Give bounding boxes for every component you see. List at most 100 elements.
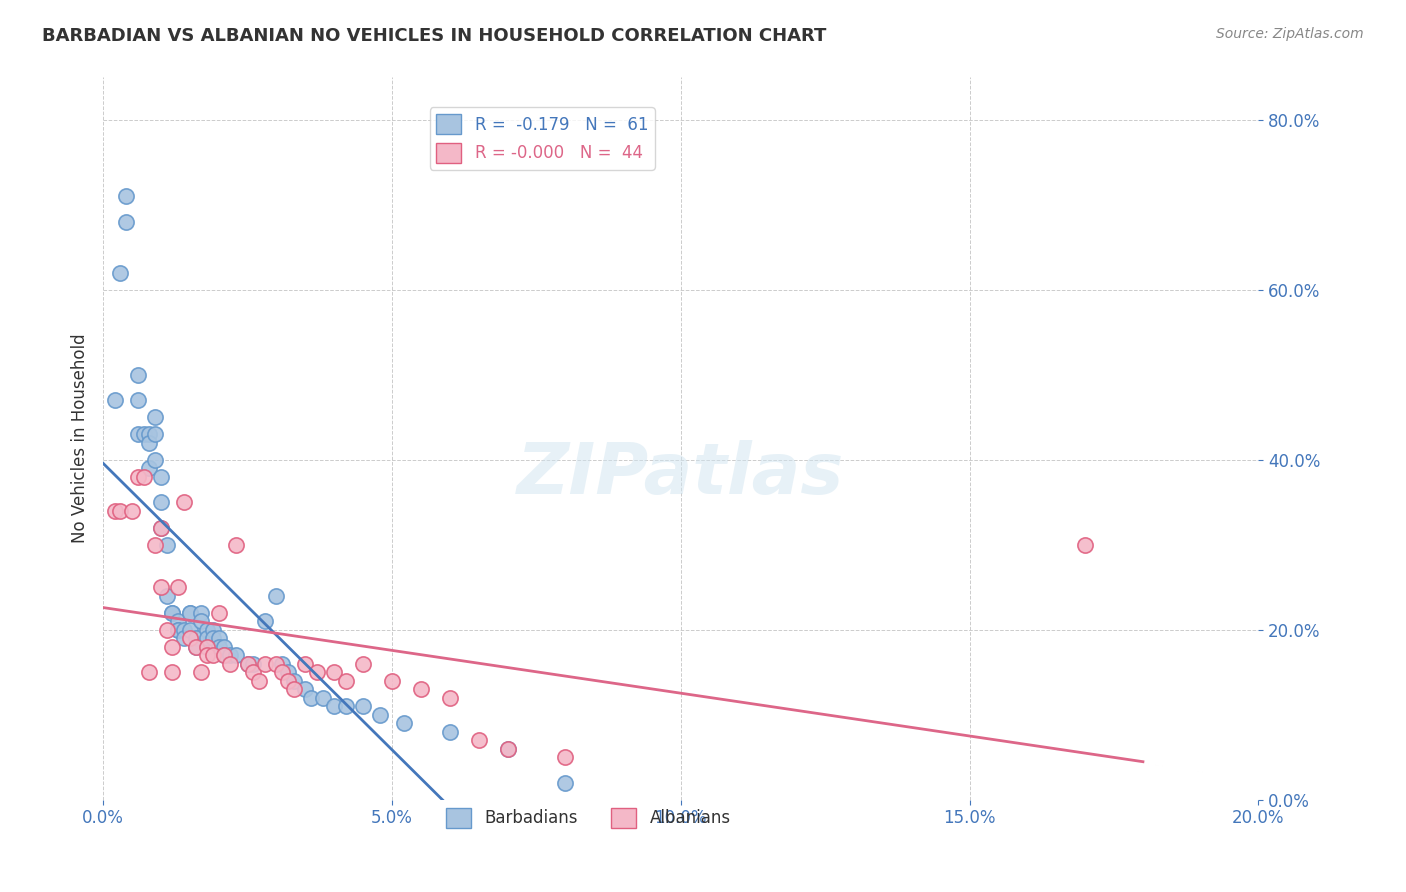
Barbadians: [214, 640, 236, 654]
Albanians: [173, 495, 195, 509]
Y-axis label: No Vehicles in Household: No Vehicles in Household: [72, 334, 89, 543]
Albanians: [277, 673, 299, 688]
Albanians: [381, 673, 404, 688]
Barbadians: [208, 640, 231, 654]
Albanians: [467, 733, 489, 747]
Barbadians: [173, 631, 195, 645]
Barbadians: [392, 716, 415, 731]
Albanians: [496, 741, 519, 756]
Barbadians: [214, 648, 236, 662]
Albanians: [149, 580, 172, 594]
Barbadians: [127, 427, 149, 442]
Barbadians: [104, 393, 127, 408]
Albanians: [127, 469, 149, 483]
Albanians: [266, 657, 288, 671]
Albanians: [149, 521, 172, 535]
Albanians: [143, 538, 166, 552]
Albanians: [335, 673, 357, 688]
Barbadians: [352, 699, 374, 714]
Barbadians: [195, 631, 218, 645]
Albanians: [236, 657, 259, 671]
Albanians: [409, 682, 432, 697]
Albanians: [167, 580, 190, 594]
Barbadians: [173, 623, 195, 637]
Legend: Barbadians, Albanians: Barbadians, Albanians: [440, 801, 737, 835]
Barbadians: [253, 614, 276, 628]
Barbadians: [277, 665, 299, 679]
Albanians: [1074, 538, 1097, 552]
Barbadians: [179, 606, 201, 620]
Barbadians: [132, 427, 155, 442]
Text: BARBADIAN VS ALBANIAN NO VEHICLES IN HOUSEHOLD CORRELATION CHART: BARBADIAN VS ALBANIAN NO VEHICLES IN HOU…: [42, 27, 827, 45]
Barbadians: [294, 682, 316, 697]
Barbadians: [167, 623, 190, 637]
Barbadians: [219, 648, 242, 662]
Barbadians: [266, 589, 288, 603]
Barbadians: [496, 741, 519, 756]
Albanians: [242, 665, 264, 679]
Barbadians: [554, 775, 576, 789]
Barbadians: [162, 606, 184, 620]
Barbadians: [127, 368, 149, 382]
Albanians: [219, 657, 242, 671]
Barbadians: [110, 266, 132, 280]
Barbadians: [236, 657, 259, 671]
Albanians: [156, 623, 179, 637]
Barbadians: [167, 614, 190, 628]
Albanians: [247, 673, 270, 688]
Barbadians: [184, 631, 207, 645]
Barbadians: [439, 724, 461, 739]
Albanians: [225, 538, 247, 552]
Albanians: [110, 504, 132, 518]
Barbadians: [138, 461, 160, 475]
Albanians: [271, 665, 294, 679]
Barbadians: [208, 631, 231, 645]
Albanians: [253, 657, 276, 671]
Barbadians: [143, 410, 166, 425]
Barbadians: [201, 623, 224, 637]
Barbadians: [335, 699, 357, 714]
Barbadians: [167, 623, 190, 637]
Barbadians: [225, 648, 247, 662]
Barbadians: [138, 427, 160, 442]
Albanians: [179, 631, 201, 645]
Barbadians: [271, 657, 294, 671]
Barbadians: [149, 521, 172, 535]
Barbadians: [115, 189, 138, 203]
Barbadians: [156, 589, 179, 603]
Albanians: [352, 657, 374, 671]
Albanians: [439, 690, 461, 705]
Barbadians: [190, 606, 212, 620]
Albanians: [323, 665, 346, 679]
Albanians: [214, 648, 236, 662]
Barbadians: [184, 640, 207, 654]
Albanians: [195, 648, 218, 662]
Barbadians: [127, 393, 149, 408]
Albanians: [201, 648, 224, 662]
Albanians: [554, 750, 576, 764]
Barbadians: [299, 690, 322, 705]
Barbadians: [156, 538, 179, 552]
Barbadians: [149, 495, 172, 509]
Albanians: [195, 640, 218, 654]
Barbadians: [195, 623, 218, 637]
Barbadians: [242, 657, 264, 671]
Barbadians: [370, 707, 392, 722]
Albanians: [283, 682, 305, 697]
Text: ZIPatlas: ZIPatlas: [517, 440, 845, 509]
Text: Source: ZipAtlas.com: Source: ZipAtlas.com: [1216, 27, 1364, 41]
Barbadians: [162, 606, 184, 620]
Albanians: [162, 640, 184, 654]
Barbadians: [179, 623, 201, 637]
Barbadians: [143, 427, 166, 442]
Albanians: [184, 640, 207, 654]
Barbadians: [311, 690, 333, 705]
Barbadians: [179, 606, 201, 620]
Albanians: [305, 665, 328, 679]
Barbadians: [115, 215, 138, 229]
Albanians: [190, 665, 212, 679]
Barbadians: [149, 469, 172, 483]
Barbadians: [201, 631, 224, 645]
Barbadians: [283, 673, 305, 688]
Albanians: [138, 665, 160, 679]
